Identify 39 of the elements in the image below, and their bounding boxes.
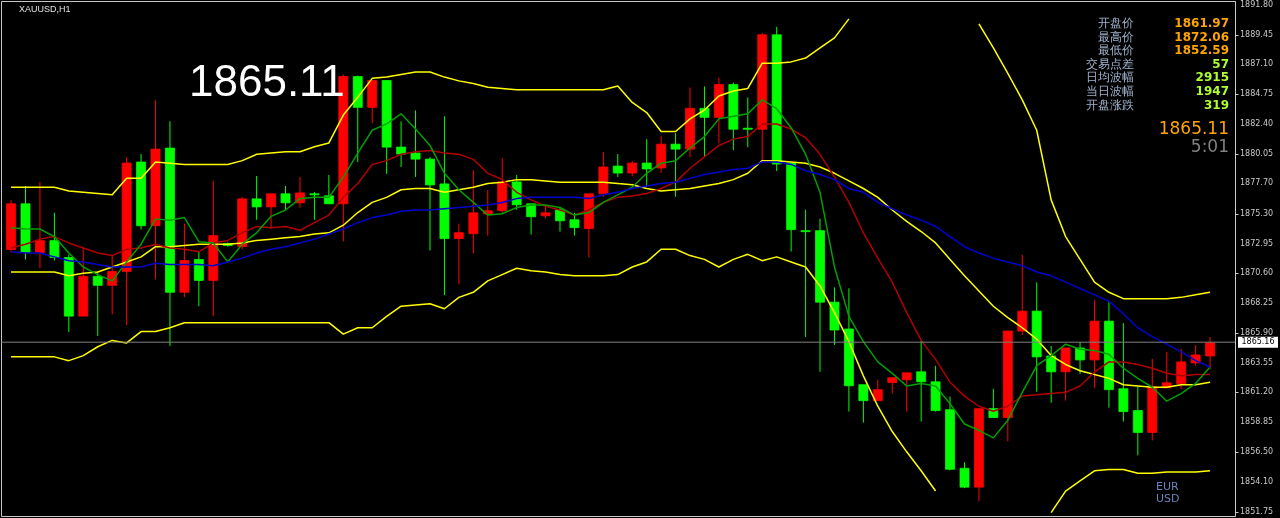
annotation: 1872.06 [1174,29,1229,44]
annotation: 1861.97 [1174,16,1229,30]
y-tick-label: 1868.25 [1240,298,1274,308]
annotation: 5:01 [1190,136,1229,156]
ref-line-label: 1865.16 [1241,337,1275,347]
y-tick-label: 1884.75 [1240,89,1274,99]
annotation: 1852.59 [1174,43,1229,58]
y-tick-label: 1854.10 [1240,477,1274,487]
annotation: 当日波幅 [1086,84,1134,98]
annotation: 2915 [1195,70,1229,85]
chart-title: XAUUSD,H1 [19,4,71,14]
annotation: USD [1156,492,1180,505]
y-tick-label: 1858.85 [1240,417,1274,427]
y-tick-label: 1870.60 [1240,268,1274,278]
annotation: 319 [1203,97,1229,112]
annotation: 最高价 [1098,29,1134,44]
y-tick-label: 1856.50 [1240,446,1274,456]
y-tick-label: 1861.20 [1240,387,1274,397]
y-tick-label: 1851.75 [1240,506,1274,516]
y-tick-label: 1889.45 [1240,29,1274,39]
annotation: 1865.11 [1158,118,1229,138]
y-tick-label: 1891.80 [1240,0,1274,9]
y-tick-label: 1882.40 [1240,118,1274,128]
y-tick-label: 1863.55 [1240,357,1274,367]
y-tick-label: 1887.10 [1240,59,1274,69]
annotation: 日均波幅 [1086,70,1134,85]
y-tick-label: 1880.05 [1240,148,1274,158]
annotation: 开盘涨跌 [1086,97,1134,112]
y-tick-label: 1865.90 [1240,327,1274,337]
annotation: 开盘价 [1098,16,1134,30]
annotation: 1865.11 [189,56,345,105]
y-tick-label: 1875.30 [1240,208,1274,218]
y-tick-label: 1872.95 [1240,238,1274,248]
annotation: 交易点差 [1086,56,1134,71]
annotation: 最低价 [1098,43,1134,58]
y-tick-label: 1877.70 [1240,178,1274,188]
annotation: 1947 [1195,84,1229,98]
annotation: 57 [1212,56,1229,71]
annotation: EUR [1156,480,1179,493]
